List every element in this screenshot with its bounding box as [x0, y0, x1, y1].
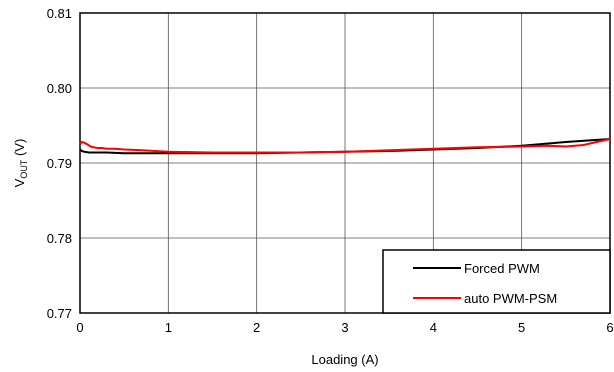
series-line-auto-pwm-psm	[79, 138, 611, 154]
y-axis-title: VOUT (V)	[12, 139, 29, 188]
y-axis-title-subscript: OUT	[19, 159, 29, 179]
y-tick-label: 0.80	[47, 81, 72, 96]
x-tick-label: 2	[253, 320, 260, 335]
series-layer	[79, 138, 611, 155]
x-tick-label: 5	[518, 320, 525, 335]
y-tick-label: 0.79	[47, 156, 72, 171]
x-axis-title: Loading (A)	[311, 352, 378, 367]
plot-area-border	[79, 12, 611, 314]
x-tick-label: 0	[76, 320, 83, 335]
y-axis-title-main: V	[12, 178, 27, 187]
y-axis-title-unit: (V)	[12, 139, 27, 160]
y-tick-label: 0.78	[47, 231, 72, 246]
x-tick-label: 6	[606, 320, 613, 335]
y-tick-label: 0.77	[47, 306, 72, 321]
x-tick-label: 3	[341, 320, 348, 335]
x-axis-ticks: 0 1 2 3 4 5 6	[76, 320, 613, 335]
legend-box	[382, 249, 611, 314]
y-tick-label: 0.81	[47, 6, 72, 21]
legend-label-auto-pwm-psm: auto PWM-PSM	[464, 291, 557, 306]
legend-label-forced-pwm: Forced PWM	[464, 261, 540, 276]
legend: Forced PWM auto PWM-PSM	[382, 249, 611, 314]
y-axis-ticks: 0.77 0.78 0.79 0.80 0.81	[47, 6, 72, 321]
x-tick-label: 4	[430, 320, 437, 335]
x-tick-label: 1	[165, 320, 172, 335]
